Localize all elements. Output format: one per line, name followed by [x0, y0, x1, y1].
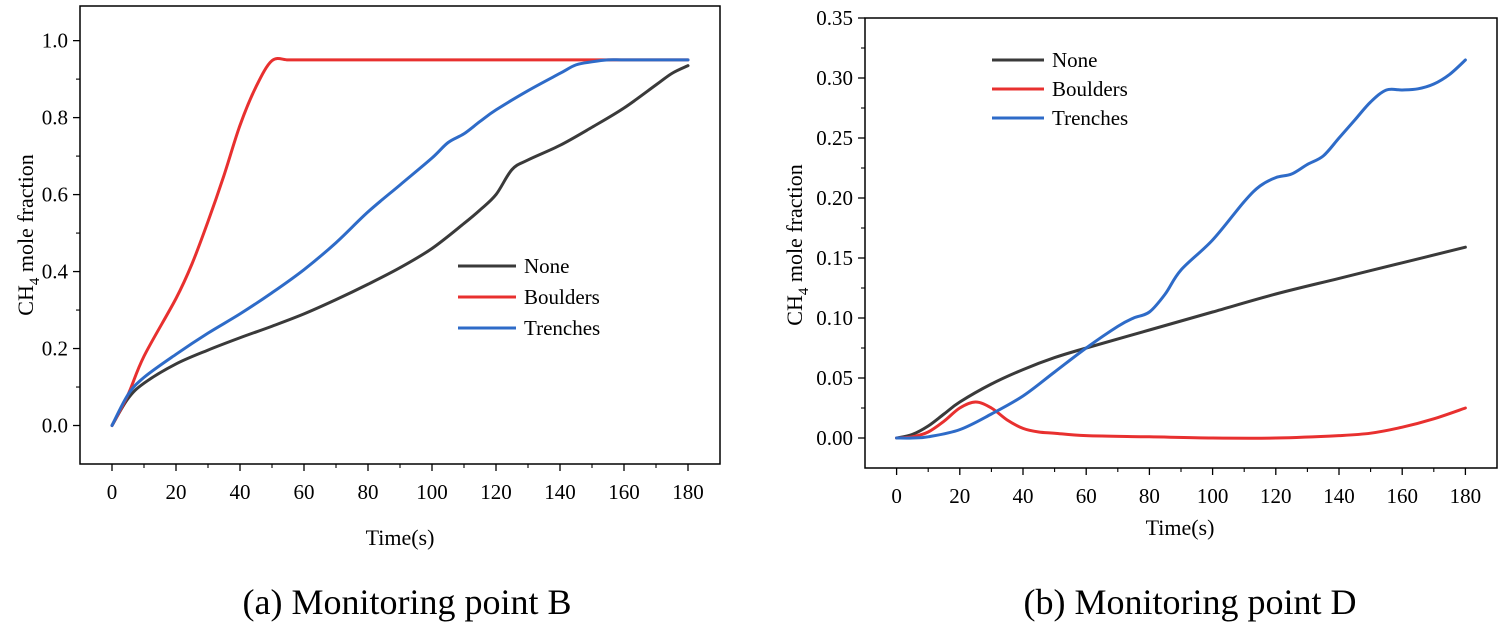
y-tick-label: 0.30 — [816, 66, 853, 90]
chart-monitoring-point-d: 0 20 40 60 80 100 120 140 160 180 0.00 0.05 0.10 0.1… — [782, 6, 1498, 622]
x-tick-label: 180 — [1450, 484, 1482, 508]
y-tick-label: 0.25 — [816, 126, 853, 150]
x-axis-title: Time(s) — [366, 525, 435, 550]
y-tick-label: 0.00 — [816, 426, 853, 450]
legend-label: Trenches — [1052, 106, 1128, 130]
series-lines — [110, 56, 690, 428]
series-line-trenches — [895, 58, 1467, 440]
series-line-none — [110, 64, 690, 428]
x-tick-label: 160 — [1386, 484, 1418, 508]
y-tick-label: 0.15 — [816, 246, 853, 270]
y-axis-title: CH4 mole fraction — [13, 154, 43, 315]
series-line-trenches — [110, 58, 690, 428]
caption-b: (b) Monitoring point D — [1024, 582, 1357, 622]
y-axis-ticks: 0.0 0.2 0.4 0.6 0.8 1.0 — [42, 29, 80, 438]
x-tick-label: 120 — [1260, 484, 1292, 508]
x-tick-label: 40 — [1013, 484, 1034, 508]
x-tick-label: 140 — [544, 480, 576, 504]
x-tick-label: 60 — [294, 480, 315, 504]
chart-monitoring-point-b: 0 20 40 60 80 100 120 140 160 180 0.0 0.2 0.4 0.6 0.8… — [13, 5, 721, 622]
x-tick-label: 120 — [480, 480, 512, 504]
legend-label: None — [1052, 48, 1098, 72]
x-axis-ticks: 0 20 40 60 80 100 120 140 160 180 — [107, 464, 704, 504]
x-tick-label: 160 — [608, 480, 640, 504]
legend-label: Trenches — [524, 316, 600, 340]
y-tick-label: 0.4 — [42, 260, 69, 284]
x-tick-label: 140 — [1323, 484, 1355, 508]
series-line-none — [895, 245, 1467, 440]
x-axis-ticks: 0 20 40 60 80 100 120 140 160 180 — [891, 468, 1481, 508]
x-tick-label: 40 — [230, 480, 251, 504]
y-tick-label: 0.6 — [42, 183, 68, 207]
x-tick-label: 20 — [949, 484, 970, 508]
series-line-boulders — [895, 400, 1467, 440]
x-tick-label: 100 — [416, 480, 448, 504]
x-tick-label: 20 — [166, 480, 187, 504]
y-axis-title: CH4 mole fraction — [782, 164, 812, 325]
x-tick-label: 60 — [1076, 484, 1097, 508]
x-axis-title: Time(s) — [1146, 515, 1215, 540]
y-tick-label: 0.2 — [42, 337, 68, 361]
legend-label: Boulders — [1052, 77, 1128, 101]
y-tick-label: 0.05 — [816, 366, 853, 390]
y-tick-label: 1.0 — [42, 29, 68, 53]
x-tick-label: 80 — [1139, 484, 1160, 508]
y-tick-label: 0.10 — [816, 306, 853, 330]
legend: None Boulders Trenches — [992, 48, 1128, 130]
x-tick-label: 80 — [358, 480, 379, 504]
legend-label: Boulders — [524, 285, 600, 309]
y-tick-label: 0.8 — [42, 106, 68, 130]
y-tick-label: 0.0 — [42, 414, 68, 438]
legend-label: None — [524, 254, 570, 278]
y-axis-ticks: 0.00 0.05 0.10 0.15 0.20 0.25 0.30 0.35 — [816, 6, 865, 450]
x-tick-label: 0 — [107, 480, 118, 504]
series-line-boulders — [110, 56, 690, 428]
y-tick-label: 0.35 — [816, 6, 853, 30]
legend: None Boulders Trenches — [458, 254, 600, 340]
x-tick-label: 180 — [672, 480, 704, 504]
x-tick-label: 0 — [891, 484, 902, 508]
x-tick-label: 100 — [1197, 484, 1229, 508]
caption-a: (a) Monitoring point B — [243, 582, 572, 622]
plot-frame — [79, 5, 721, 465]
series-lines — [895, 58, 1467, 440]
y-tick-label: 0.20 — [816, 186, 853, 210]
